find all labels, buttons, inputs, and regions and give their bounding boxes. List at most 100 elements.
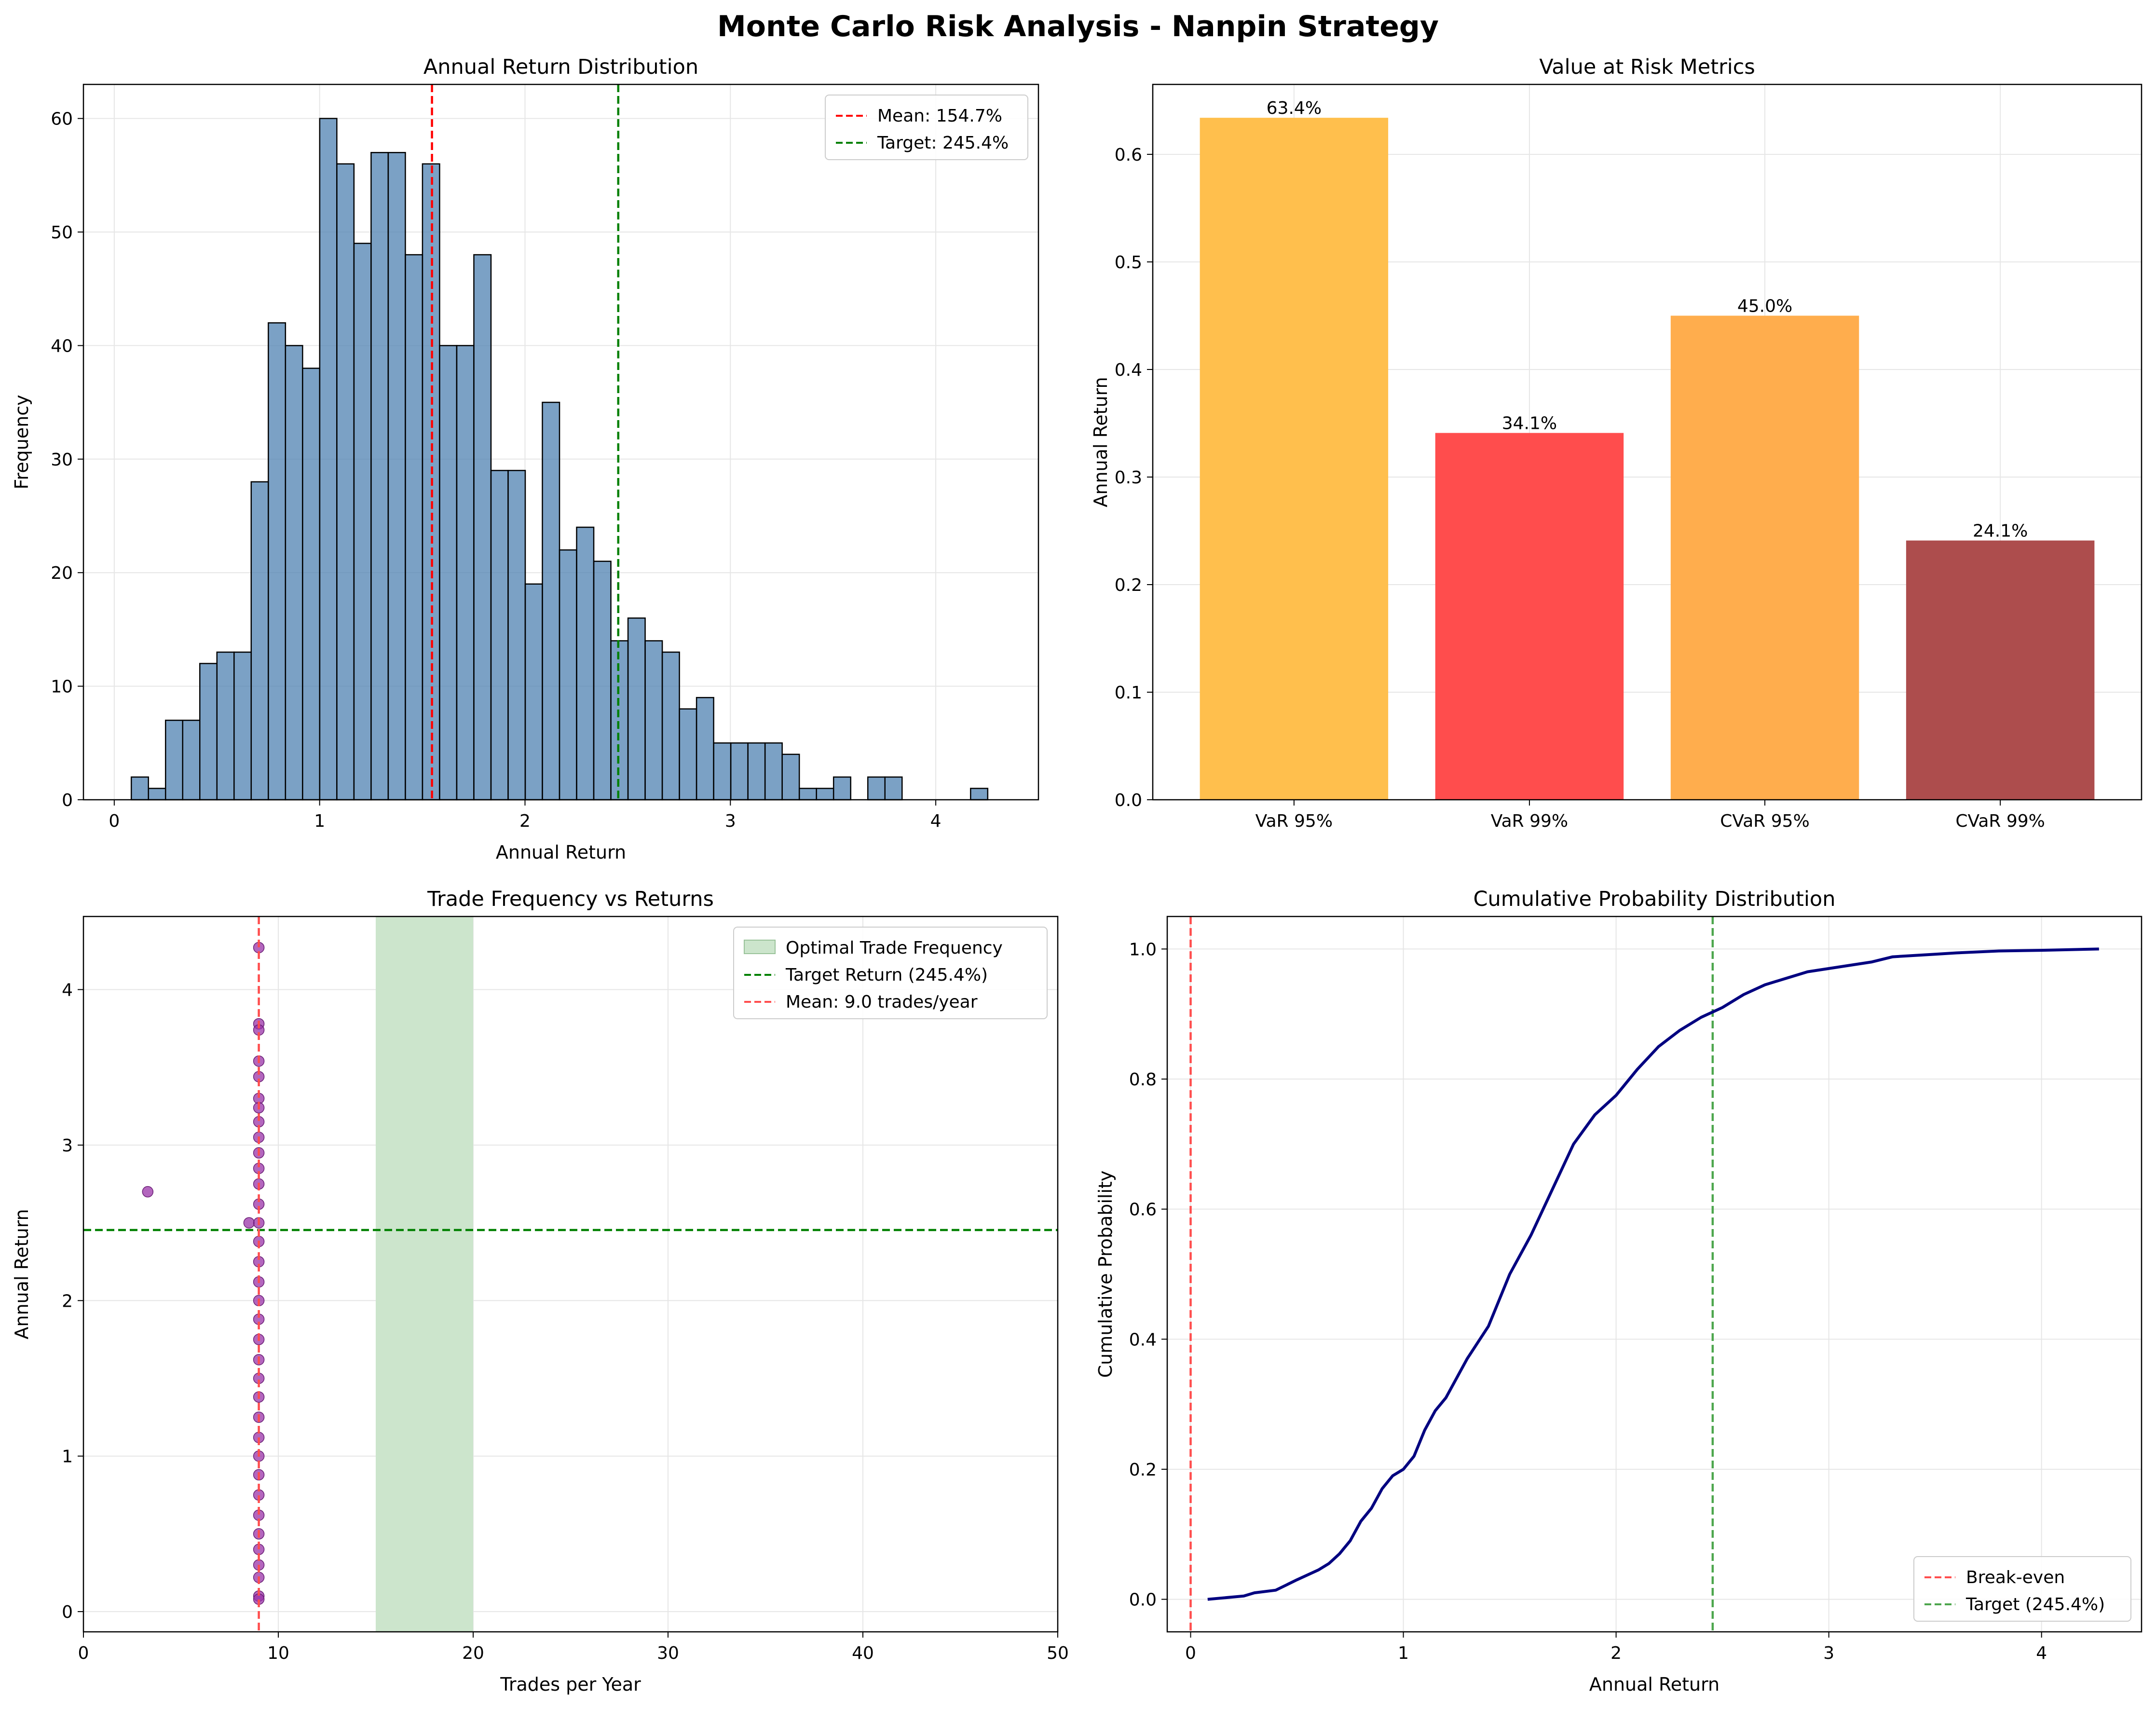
plot-frame [1152, 83, 2142, 801]
histogram-bar [747, 742, 766, 801]
histogram-bar [233, 651, 252, 801]
y-tick-label: 1 [62, 1447, 73, 1467]
histogram-bar [302, 368, 321, 801]
y-tick-label: 30 [51, 450, 73, 470]
y-tick-label: 2 [62, 1291, 73, 1311]
x-tick-label: 50 [1047, 1643, 1069, 1663]
histogram-bar [336, 163, 355, 801]
legend-box [733, 927, 1048, 1019]
y-axis-label: Annual Return [1090, 377, 1111, 507]
y-tick-label: 0.1 [1115, 683, 1142, 703]
x-tick-label: 4 [930, 811, 942, 831]
histogram-bar [524, 583, 543, 801]
category-label: CVaR 95% [1720, 811, 1810, 831]
histogram-bar [164, 719, 183, 801]
bar-value-label: 63.4% [1267, 98, 1322, 118]
scatter-panel: 0 10 20 30 40 50 0 1 2 3 4 Trade Frequency vs Retur… [11, 887, 1069, 1695]
x-tick-label: 2 [1610, 1643, 1622, 1663]
histogram-bar [661, 651, 680, 801]
bar-value-label: 34.1% [1502, 414, 1557, 434]
histogram-bar [456, 345, 475, 801]
legend-swatch [744, 940, 776, 954]
y-tick-label: 60 [51, 109, 73, 129]
panel-title: Cumulative Probability Distribution [1474, 887, 1836, 911]
histogram-bar [867, 776, 886, 801]
plot-frame [1166, 916, 2142, 1633]
x-tick-label: 20 [462, 1643, 484, 1663]
y-tick-label: 1.0 [1129, 940, 1157, 959]
legend-label: Optimal Trade Frequency [786, 938, 1003, 958]
var-bar [1906, 540, 2095, 800]
y-tick-label: 0.0 [1129, 1590, 1157, 1610]
y-axis-label: Frequency [11, 395, 32, 489]
plot-frame [82, 916, 1059, 1633]
x-tick-label: 1 [314, 811, 325, 831]
histogram-bar [610, 640, 629, 801]
histogram-bar [268, 322, 287, 801]
histogram-bar [199, 663, 218, 801]
panel-title: Annual Return Distribution [423, 55, 698, 79]
category-label: VaR 95% [1255, 811, 1333, 831]
histogram-bar [353, 243, 372, 801]
y-tick-label: 0.6 [1115, 145, 1142, 165]
histogram-bar [696, 697, 714, 801]
x-tick-label: 0 [78, 1643, 89, 1663]
x-axis-label: Annual Return [1589, 1674, 1719, 1695]
y-tick-label: 0.2 [1115, 575, 1142, 595]
histogram-bar [405, 254, 423, 801]
legend-label: Mean: 154.7% [877, 106, 1002, 126]
x-tick-label: 3 [725, 811, 736, 831]
y-tick-label: 0 [62, 791, 73, 810]
cdf-panel: 0 1 2 3 4 0.0 0.2 0.4 0.6 0.8 1.0 Cumulative Probab… [1095, 887, 2142, 1695]
panel-title: Trade Frequency vs Returns [427, 887, 714, 911]
histogram-bar [576, 526, 595, 801]
x-axis-label: Annual Return [496, 842, 626, 863]
y-axis-label: Cumulative Probability [1095, 1171, 1116, 1378]
y-tick-label: 0.4 [1129, 1330, 1157, 1350]
y-tick-label: 10 [51, 677, 73, 697]
histogram-bar [370, 151, 389, 801]
y-tick-label: 0.5 [1115, 253, 1142, 273]
histogram-bar [679, 708, 697, 801]
y-tick-label: 4 [62, 981, 73, 1000]
optimal-frequency-span [376, 916, 473, 1632]
category-label: VaR 99% [1491, 811, 1568, 831]
y-axis-label: Annual Return [11, 1209, 32, 1339]
var-bar [1200, 118, 1389, 800]
y-tick-label: 3 [62, 1136, 73, 1156]
scatter-point [243, 1217, 255, 1229]
var-bar [1435, 433, 1624, 800]
bar-value-label: 45.0% [1737, 296, 1792, 316]
histogram-bar [644, 640, 663, 801]
histogram-bar [764, 742, 783, 801]
y-tick-label: 40 [51, 336, 73, 356]
histogram-bar [490, 470, 509, 801]
legend-label: Target (245.4%) [1965, 1595, 2105, 1614]
histogram-bar [730, 742, 749, 801]
legend-label: Target Return (245.4%) [785, 965, 988, 985]
histogram-bar [884, 776, 903, 801]
x-tick-label: 40 [852, 1643, 874, 1663]
histogram-bar [627, 617, 646, 801]
histogram-bar [439, 345, 458, 801]
histogram-bar [473, 254, 492, 801]
x-tick-label: 1 [1398, 1643, 1409, 1663]
x-tick-label: 4 [2036, 1643, 2047, 1663]
histogram-bar [713, 742, 732, 801]
histogram-bar [781, 753, 800, 801]
x-tick-label: 10 [267, 1643, 289, 1663]
plot-frame [82, 83, 1039, 801]
y-tick-label: 0.8 [1129, 1070, 1157, 1090]
histogram-bar [182, 719, 201, 801]
histogram-bar [593, 561, 612, 801]
figure-title: Monte Carlo Risk Analysis - Nanpin Strat… [717, 10, 1439, 43]
x-tick-label: 0 [109, 811, 120, 831]
histogram-bar [507, 470, 526, 801]
x-tick-label: 3 [1823, 1643, 1834, 1663]
histogram-bar [285, 345, 303, 801]
histogram-bar [130, 776, 149, 801]
x-tick-label: 30 [657, 1643, 679, 1663]
y-tick-label: 0.3 [1115, 468, 1142, 488]
y-tick-label: 0.2 [1129, 1460, 1157, 1480]
